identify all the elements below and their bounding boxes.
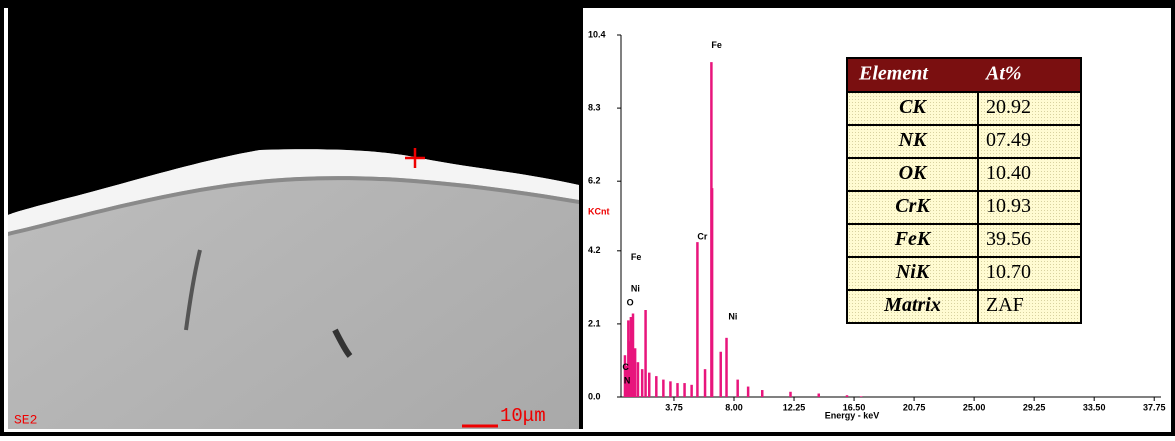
peak-label: Fe: [711, 40, 722, 50]
table-header: At%: [984, 63, 1022, 85]
peak-label: C: [622, 362, 629, 372]
x-tick-label: 20.75: [903, 402, 926, 412]
y-tick-label: 0.0: [588, 391, 601, 401]
table-cell: [977, 124, 1082, 159]
element-name: Matrix: [883, 294, 941, 316]
element-name: OK: [899, 162, 928, 184]
x-tick-label: 16.50: [843, 402, 866, 412]
detector-label: SE2: [14, 412, 37, 427]
element-name: CK: [899, 96, 927, 118]
peak-label: Ni: [631, 283, 640, 293]
y-tick-label: 6.2: [588, 176, 601, 186]
x-tick-label: 25.00: [963, 402, 986, 412]
element-table: Element At% CK 20.92 NK 07.49 OK 10.40 CrK 10.93 F…: [846, 57, 1082, 324]
sem-defect: [184, 249, 202, 331]
x-tick-label: 3.75: [665, 402, 683, 412]
table-border: [846, 57, 1082, 324]
element-name: FeK: [894, 228, 932, 250]
x-tick-label: 8.00: [725, 402, 743, 412]
sem-coating: [8, 149, 579, 232]
table-header: Element: [858, 63, 929, 85]
x-tick-label: 29.25: [1023, 402, 1046, 412]
x-tick-label: 12.25: [783, 402, 806, 412]
table-cell: [846, 157, 979, 192]
y-tick-label: 4.2: [588, 245, 601, 255]
peak-label: Ni: [728, 311, 737, 321]
x-axis-label: Energy - keV: [825, 410, 880, 420]
table-cell: [977, 289, 1082, 324]
divider: [579, 8, 583, 429]
sem-defect: [332, 328, 353, 358]
table-cell: [977, 190, 1082, 225]
at-percent: 10.93: [986, 195, 1031, 217]
scale-bar-label: 10μm: [500, 405, 546, 427]
at-percent: 07.49: [986, 129, 1031, 151]
peak-label: Fe: [631, 252, 642, 262]
element-name: NK: [898, 129, 928, 151]
peak-label: N: [624, 376, 631, 386]
at-percent: ZAF: [986, 294, 1024, 316]
table-header-bg: [847, 58, 1081, 92]
marker-cross: [405, 148, 425, 168]
top-bar: [0, 0, 1175, 8]
y-axis-label: KCnt: [588, 206, 610, 216]
sem-vacuum: [8, 8, 579, 215]
table-cell: [846, 289, 979, 324]
x-tick-label: 33.50: [1083, 402, 1106, 412]
table-cell: [977, 223, 1082, 258]
element-name: NiK: [895, 261, 931, 283]
y-tick-label: 8.3: [588, 102, 601, 112]
at-percent: 10.70: [986, 261, 1031, 283]
y-tick-label: 2.1: [588, 318, 601, 328]
element-name: CrK: [895, 195, 931, 217]
at-percent: 39.56: [986, 228, 1031, 250]
at-percent: 10.40: [986, 162, 1031, 184]
at-percent: 20.92: [986, 96, 1031, 118]
peak-label: Cr: [697, 231, 707, 241]
sem-image: SE2 10μm: [8, 8, 579, 429]
y-tick-label: 10.4: [588, 29, 606, 39]
peak-label: O: [627, 297, 634, 307]
sem-interface: [8, 176, 579, 236]
x-tick-label: 37.75: [1143, 402, 1166, 412]
